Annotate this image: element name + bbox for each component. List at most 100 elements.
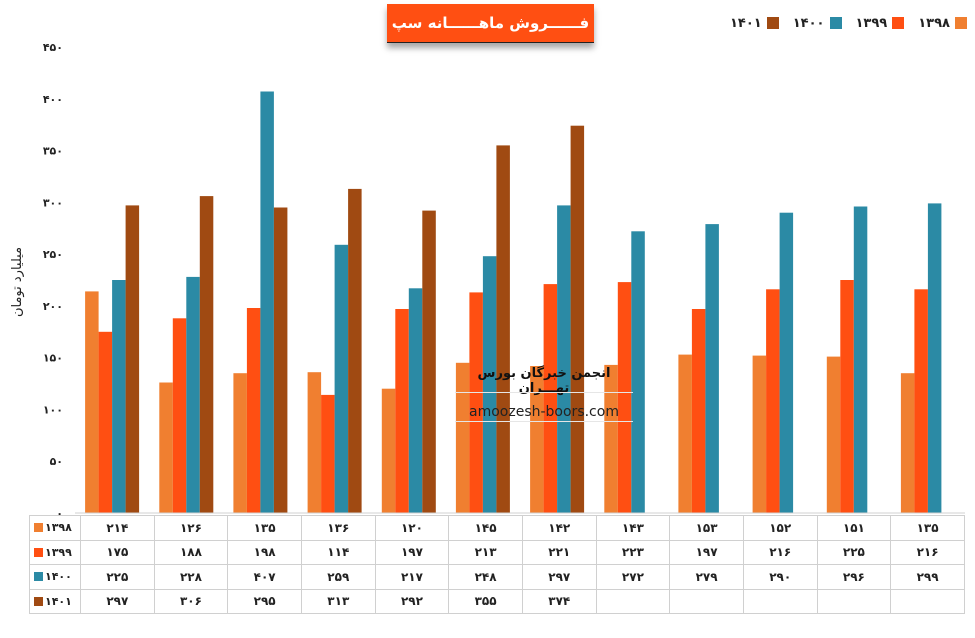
table-cell: ۱۳۶ <box>300 515 376 541</box>
table-cell: ۲۲۵ <box>80 564 155 590</box>
table-cell: ۲۵۹ <box>300 564 376 590</box>
legend-label: ۱۳۹۸ <box>918 15 950 31</box>
table-cell: ۲۴۸ <box>448 564 523 590</box>
bar <box>172 318 187 513</box>
table-cell <box>595 588 671 614</box>
bar <box>900 373 915 513</box>
table-cell: ۱۵۲ <box>742 515 818 541</box>
legend-swatch <box>955 17 967 29</box>
bar <box>631 231 645 514</box>
table-cell: ۲۹۷ <box>521 564 597 590</box>
bar <box>307 372 322 513</box>
table-cell: ۲۷۲ <box>595 564 671 590</box>
bar <box>422 210 436 513</box>
bar <box>557 205 571 513</box>
table-cell <box>816 588 892 614</box>
table-series-name: ۱۳۹۹ <box>45 545 72 559</box>
y-tick-label: ۴۰۰ <box>43 93 63 106</box>
watermark-rule-bottom <box>455 421 633 422</box>
bar <box>159 382 173 513</box>
bar <box>570 125 585 513</box>
table-cell: ۲۱۴ <box>80 515 155 541</box>
table-cell: ۲۲۱ <box>521 539 597 565</box>
table-cell: ۱۲۶ <box>153 515 229 541</box>
table-series-name: ۱۴۰۰ <box>45 570 72 584</box>
bar <box>273 207 288 513</box>
y-tick-label: ۲۰۰ <box>43 300 63 313</box>
table-cell: ۲۱۷ <box>374 564 450 590</box>
table-cell: ۳۱۳ <box>300 588 376 614</box>
table-series-swatch <box>34 596 43 606</box>
table-series-header: ۱۳۹۹ <box>29 539 81 565</box>
table-cell: ۱۴۳ <box>595 515 671 541</box>
table-cell: ۱۴۲ <box>521 515 597 541</box>
y-tick-label: ۱۰۰ <box>43 403 63 416</box>
table-row: ۱۴۰۱ ۲۹۷ ۳۰۶ ۲۹۵ ۳۱۳ ۲۹۲ ۳۵۵ ۳۷۴ <box>29 588 965 614</box>
table-cell: ۲۹۹ <box>890 564 965 590</box>
legend-label: ۱۴۰۱ <box>730 15 762 31</box>
bar <box>260 91 274 513</box>
table-cell: ۲۷۹ <box>669 564 744 590</box>
bar <box>334 244 349 514</box>
bar <box>853 206 868 513</box>
y-tick-label: ۲۵۰ <box>43 248 63 261</box>
bar <box>826 356 841 513</box>
bar <box>766 289 780 513</box>
table-cell <box>742 588 818 614</box>
table-cell: ۱۳۵ <box>227 515 302 541</box>
bar <box>927 203 942 513</box>
bar <box>233 373 247 513</box>
table-cell: ۱۱۴ <box>300 539 376 565</box>
table-cell: ۲۱۳ <box>448 539 523 565</box>
table-cell: ۲۲۸ <box>153 564 229 590</box>
table-cell: ۱۷۵ <box>80 539 155 565</box>
table-cell: ۳۷۴ <box>521 588 597 614</box>
table-cell: ۲۱۶ <box>742 539 818 565</box>
bar <box>840 280 854 513</box>
bar <box>779 212 794 513</box>
table-cell: ۱۵۱ <box>816 515 892 541</box>
table-cell: ۲۲۳ <box>595 539 671 565</box>
table-cell: ۱۲۰ <box>374 515 450 541</box>
bar <box>914 289 928 513</box>
table-cell: ۳۰۶ <box>153 588 229 614</box>
bar <box>604 364 618 513</box>
bar <box>705 224 719 513</box>
bar <box>482 256 497 513</box>
bar <box>455 362 470 513</box>
table-cell: ۲۱۶ <box>890 539 965 565</box>
y-tick-label: ۰ <box>56 507 63 515</box>
bar <box>321 394 335 513</box>
y-tick-label: ۱۵۰ <box>43 352 63 365</box>
legend-swatch <box>892 17 905 29</box>
legend-label: ۱۴۰۰ <box>792 15 825 31</box>
table-series-header: ۱۴۰۰ <box>29 564 81 590</box>
table-cell: ۲۹۲ <box>374 588 450 614</box>
watermark: انجمن خبرگان بورس تهـــران amoozesh-boor… <box>455 362 633 424</box>
table-cell: ۲۲۵ <box>816 539 892 565</box>
bar <box>543 284 558 513</box>
table-cell: ۱۵۳ <box>669 515 744 541</box>
bar <box>678 354 692 513</box>
bar <box>125 205 140 513</box>
bar <box>408 288 423 513</box>
table-series-header: ۱۴۰۱ <box>29 588 81 614</box>
table-series-name: ۱۴۰۱ <box>45 594 72 608</box>
y-tick-label: ۵۰ <box>50 455 63 468</box>
bar <box>98 331 113 513</box>
table-cell: ۱۸۸ <box>153 539 229 565</box>
table-row: ۱۴۰۰ ۲۲۵ ۲۲۸ ۴۰۷ ۲۵۹ ۲۱۷ ۲۴۸ ۲۹۷ ۲۷۲ ۲۷۹ ۲۹۰ ۲۹۶ ۲۹۹ <box>29 564 965 590</box>
bar <box>617 282 632 513</box>
legend-swatch <box>829 17 842 29</box>
bar <box>112 280 126 513</box>
legend-item: ۱۴۰۱ <box>730 13 779 33</box>
legend-label: ۱۳۹۹ <box>855 15 888 31</box>
legend: ۱۳۹۸ ۱۳۹۹ ۱۴۰۰ ۱۴۰۱ <box>730 13 967 33</box>
bar <box>496 145 510 513</box>
table-cell: ۱۹۷ <box>669 539 744 565</box>
bar-chart: ۰ ۵۰ ۱۰۰ ۱۵۰ ۲۰۰ ۲۵۰ ۳۰۰ ۳۵۰ ۴۰۰ ۴۵۰ <box>43 41 965 515</box>
table-row: ۱۳۹۸ ۲۱۴ ۱۲۶ ۱۳۵ ۱۳۶ ۱۲۰ ۱۴۵ ۱۴۲ ۱۴۳ ۱۵۳ ۱۵۲ ۱۵۱ ۱۳۵ <box>29 515 965 541</box>
table-series-swatch <box>34 547 43 557</box>
legend-item: ۱۳۹۸ <box>918 13 967 33</box>
table-cell: ۲۹۵ <box>227 588 302 614</box>
